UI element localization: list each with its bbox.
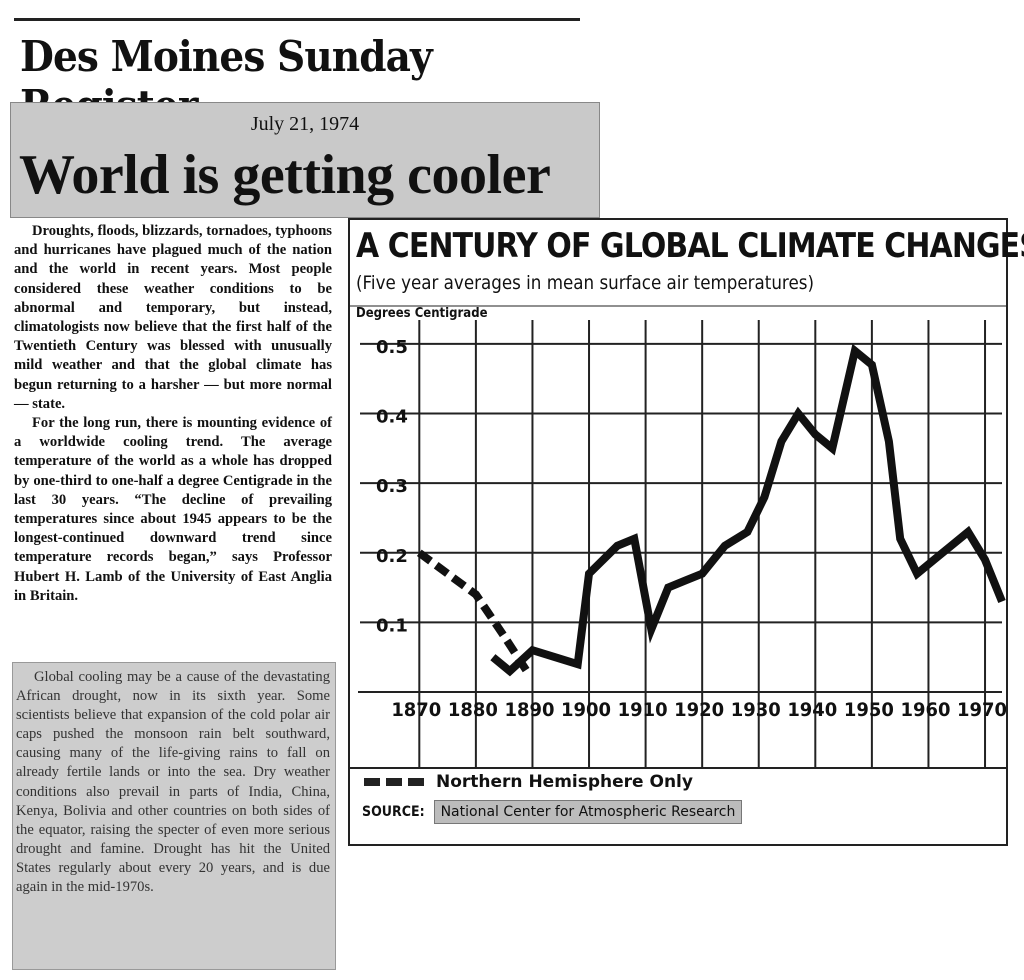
chart-panel: 0.5 0.4 0.3 0.2 0.1 1870 1880 1890 1900 1910 1920 1… <box>348 218 1024 846</box>
article-paragraph: For the long run, there is mounting evid… <box>14 415 332 604</box>
chart-plot: 0.5 0.4 0.3 0.2 0.1 1870 1880 1890 1900 1910 1920 1… <box>350 305 1006 769</box>
y-tick-label: 0.2 <box>376 546 408 567</box>
legend-label: Northern Hemisphere Only <box>436 772 693 792</box>
masthead: Des Moines Sunday Register <box>14 10 580 130</box>
headline: World is getting cooler <box>19 144 551 206</box>
x-tick-label: 1870 <box>391 699 441 721</box>
y-tick-label: 0.1 <box>376 615 408 636</box>
x-tick-label: 1950 <box>844 699 894 721</box>
global-temperature-line <box>490 343 1006 677</box>
chart-legend: Northern Hemisphere Only <box>364 772 693 792</box>
x-tick-label: 1940 <box>787 699 837 721</box>
article-paragraph: Droughts, floods, blizzards, tornadoes, … <box>14 223 332 412</box>
x-tick-label: 1920 <box>674 699 724 721</box>
headline-box: July 21, 1974 World is getting cooler <box>10 102 600 218</box>
y-tick-label: 0.3 <box>376 476 408 497</box>
x-tick-label: 1910 <box>618 699 668 721</box>
article-column-shaded: Global cooling may be a cause of the dev… <box>16 668 330 897</box>
article-paragraph: Global cooling may be a cause of the dev… <box>16 669 330 896</box>
chart-title: A CENTURY OF GLOBAL CLIMATE CHANGES <box>356 226 1024 266</box>
source-organization: National Center for Atmospheric Research <box>433 800 743 824</box>
northern-hemisphere-line <box>416 549 531 674</box>
x-tick-label: 1970 <box>957 699 1006 721</box>
y-tick-label: 0.4 <box>376 407 408 428</box>
y-tick-label: 0.5 <box>376 337 408 358</box>
x-tick-label: 1930 <box>731 699 781 721</box>
publication-date: July 21, 1974 <box>250 113 360 135</box>
article-shaded-box <box>12 662 336 970</box>
x-tick-label: 1890 <box>504 699 554 721</box>
source-label: SOURCE: <box>362 804 425 820</box>
x-tick-label: 1900 <box>561 699 611 721</box>
x-tick-label: 1960 <box>900 699 950 721</box>
masthead-rule <box>14 18 580 21</box>
chart-source: SOURCE: National Center for Atmospheric R… <box>362 800 743 824</box>
chart-y-axis-label: Degrees Centigrade <box>356 306 488 321</box>
x-tick-label: 1880 <box>448 699 498 721</box>
chart-subtitle: (Five year averages in mean surface air … <box>356 272 814 294</box>
article-column: Droughts, floods, blizzards, tornadoes, … <box>14 222 332 606</box>
dashed-line-swatch <box>364 778 426 786</box>
